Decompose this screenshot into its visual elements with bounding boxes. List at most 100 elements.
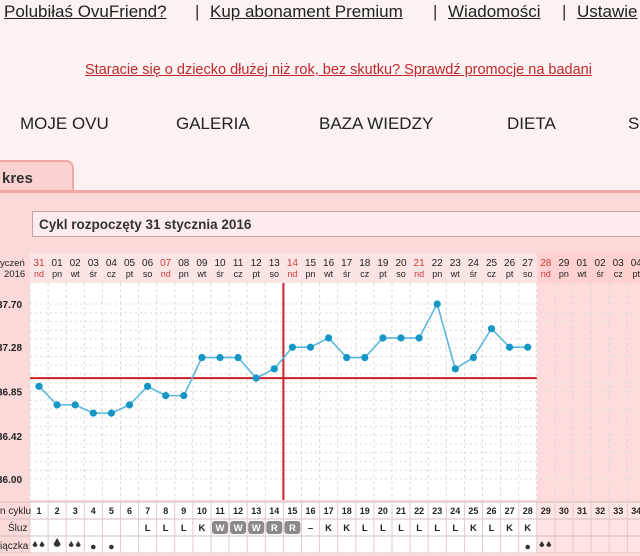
cycle-day-label: 15 <box>287 506 297 516</box>
separator: | <box>433 2 438 21</box>
weekday-label: wt <box>450 269 460 279</box>
date-row-label: yczeń <box>0 258 25 269</box>
cycle-day-label: 12 <box>233 506 243 516</box>
promo-link[interactable]: Staracie się o dziecko dłużej niż rok, b… <box>85 62 592 78</box>
spotting-icon <box>525 544 530 550</box>
like-ovufriend-link[interactable]: Polubiłaś OvuFriend? <box>4 2 167 21</box>
separator: | <box>195 2 200 21</box>
weekday-label: cz <box>360 269 370 279</box>
cycle-day-label: 13 <box>251 506 261 516</box>
mucus-label: L <box>380 523 386 534</box>
spotting-icon <box>91 544 96 550</box>
cycle-day-label: 24 <box>450 506 460 516</box>
date-label: 23 <box>450 258 462 269</box>
weekday-label: so <box>523 269 533 279</box>
date-label: 24 <box>468 258 480 269</box>
cycle-day-label: 5 <box>109 506 114 516</box>
date-label: 28 <box>540 258 552 269</box>
temperature-point <box>487 325 496 333</box>
date-label: 27 <box>522 258 534 269</box>
weekday-label: cz <box>107 269 117 279</box>
cycle-day-label: 32 <box>595 506 605 516</box>
date-header-future <box>536 253 640 283</box>
temperature-point <box>469 353 477 362</box>
nav-dieta[interactable]: DIETA <box>507 114 556 133</box>
mucus-label: K <box>470 523 477 534</box>
weekday-label: wt <box>70 269 80 279</box>
temperature-point <box>343 353 351 362</box>
cycle-day-label: 28 <box>523 506 533 516</box>
date-label: 04 <box>631 258 640 269</box>
date-label: 17 <box>341 258 353 269</box>
mucus-label: L <box>434 523 440 534</box>
temperature-line <box>38 301 528 414</box>
weekday-label: so <box>270 269 280 279</box>
cycle-day-label: 33 <box>613 506 623 516</box>
messages-link[interactable]: Wiadomości <box>448 2 541 21</box>
cycle-day-label: 14 <box>269 506 279 516</box>
mucus-label: L <box>452 523 458 534</box>
cycle-day-label: 4 <box>91 506 96 516</box>
temperature-point <box>125 401 134 409</box>
date-label: 08 <box>178 258 190 269</box>
cycle-title: Cykl rozpoczęty 31 stycznia 2016 <box>32 211 640 237</box>
date-label: 22 <box>432 258 444 269</box>
weekday-label: nd <box>414 269 424 279</box>
cycle-day-label: 23 <box>432 506 442 516</box>
date-label: 07 <box>160 258 172 269</box>
nav-baza-wiedzy[interactable]: BAZA WIEDZY <box>319 114 434 133</box>
mucus-label: K <box>506 523 513 534</box>
mucus-label: W <box>234 523 243 534</box>
weekday-label: pn <box>179 269 189 279</box>
weekday-label: śr <box>216 269 224 279</box>
cycle-day-label: 10 <box>197 506 207 516</box>
cycle-day-label: 8 <box>163 506 168 516</box>
date-label: 20 <box>395 258 407 269</box>
y-tick-label: 36.42 <box>0 432 22 443</box>
temperature-point <box>379 334 387 342</box>
date-label: 16 <box>323 258 335 269</box>
mucus-label: W <box>252 523 261 534</box>
weekday-label: śr <box>343 269 351 279</box>
mucus-label: L <box>489 523 495 534</box>
buy-premium-link[interactable]: Kup abonament Premium <box>210 2 403 21</box>
mucus-label: L <box>181 523 187 534</box>
mucus-highlight <box>230 521 247 534</box>
nav-galeria[interactable]: GALERIA <box>176 114 250 133</box>
temperature-point <box>270 365 278 373</box>
nav-moje-ovu[interactable]: MOJE OVU <box>20 114 109 133</box>
mucus-label: L <box>145 523 151 534</box>
label-column <box>0 253 30 553</box>
temperature-point <box>144 382 152 390</box>
temperature-point <box>524 343 532 351</box>
date-label: 29 <box>558 258 570 269</box>
bleeding-row-label: iączka <box>0 541 29 552</box>
date-label: 02 <box>70 258 82 269</box>
mucus-label: W <box>216 523 225 534</box>
cycle-day-label: 25 <box>468 506 478 516</box>
settings-link[interactable]: Ustawie <box>577 2 638 21</box>
date-label: 05 <box>124 258 136 269</box>
y-tick-label: 36.85 <box>0 388 22 399</box>
date-label: 13 <box>269 258 281 269</box>
date-label: 12 <box>251 258 263 269</box>
cycle-day-label: 1 <box>36 506 41 516</box>
temperature-point <box>89 409 97 417</box>
mucus-label: K <box>198 523 205 534</box>
cycle-day-row-label: n cyklu <box>0 506 31 517</box>
temperature-point <box>107 409 115 417</box>
mucus-label: R <box>289 523 296 534</box>
cycle-day-label: 11 <box>215 506 225 516</box>
weekday-label: pt <box>633 269 640 279</box>
date-label: 21 <box>414 258 426 269</box>
date-row-year: 2016 <box>4 269 25 280</box>
mucus-label: K <box>343 523 350 534</box>
date-label: 25 <box>486 258 498 269</box>
date-label: 03 <box>613 258 625 269</box>
top-links-bar: Polubiłaś OvuFriend? | Kup abonament Pre… <box>0 0 640 28</box>
nav-more[interactable]: S <box>628 114 640 133</box>
cycle-day-label: 2 <box>55 506 60 516</box>
tab-wykres[interactable]: kres <box>0 160 74 192</box>
weekday-label: śr <box>596 269 604 279</box>
